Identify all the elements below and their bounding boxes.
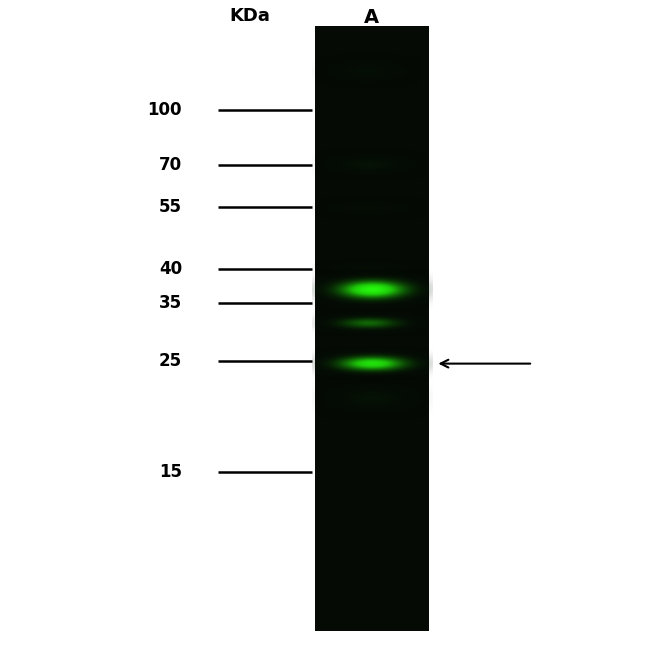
Text: KDa: KDa (230, 7, 270, 25)
Text: 15: 15 (159, 463, 182, 481)
Text: 25: 25 (159, 352, 182, 370)
Text: 40: 40 (159, 259, 182, 278)
Text: 100: 100 (148, 101, 182, 119)
Text: A: A (364, 8, 380, 27)
Text: 35: 35 (159, 294, 182, 312)
Text: 70: 70 (159, 156, 182, 174)
Text: 55: 55 (159, 198, 182, 216)
Bar (315, 26, 429, 631)
